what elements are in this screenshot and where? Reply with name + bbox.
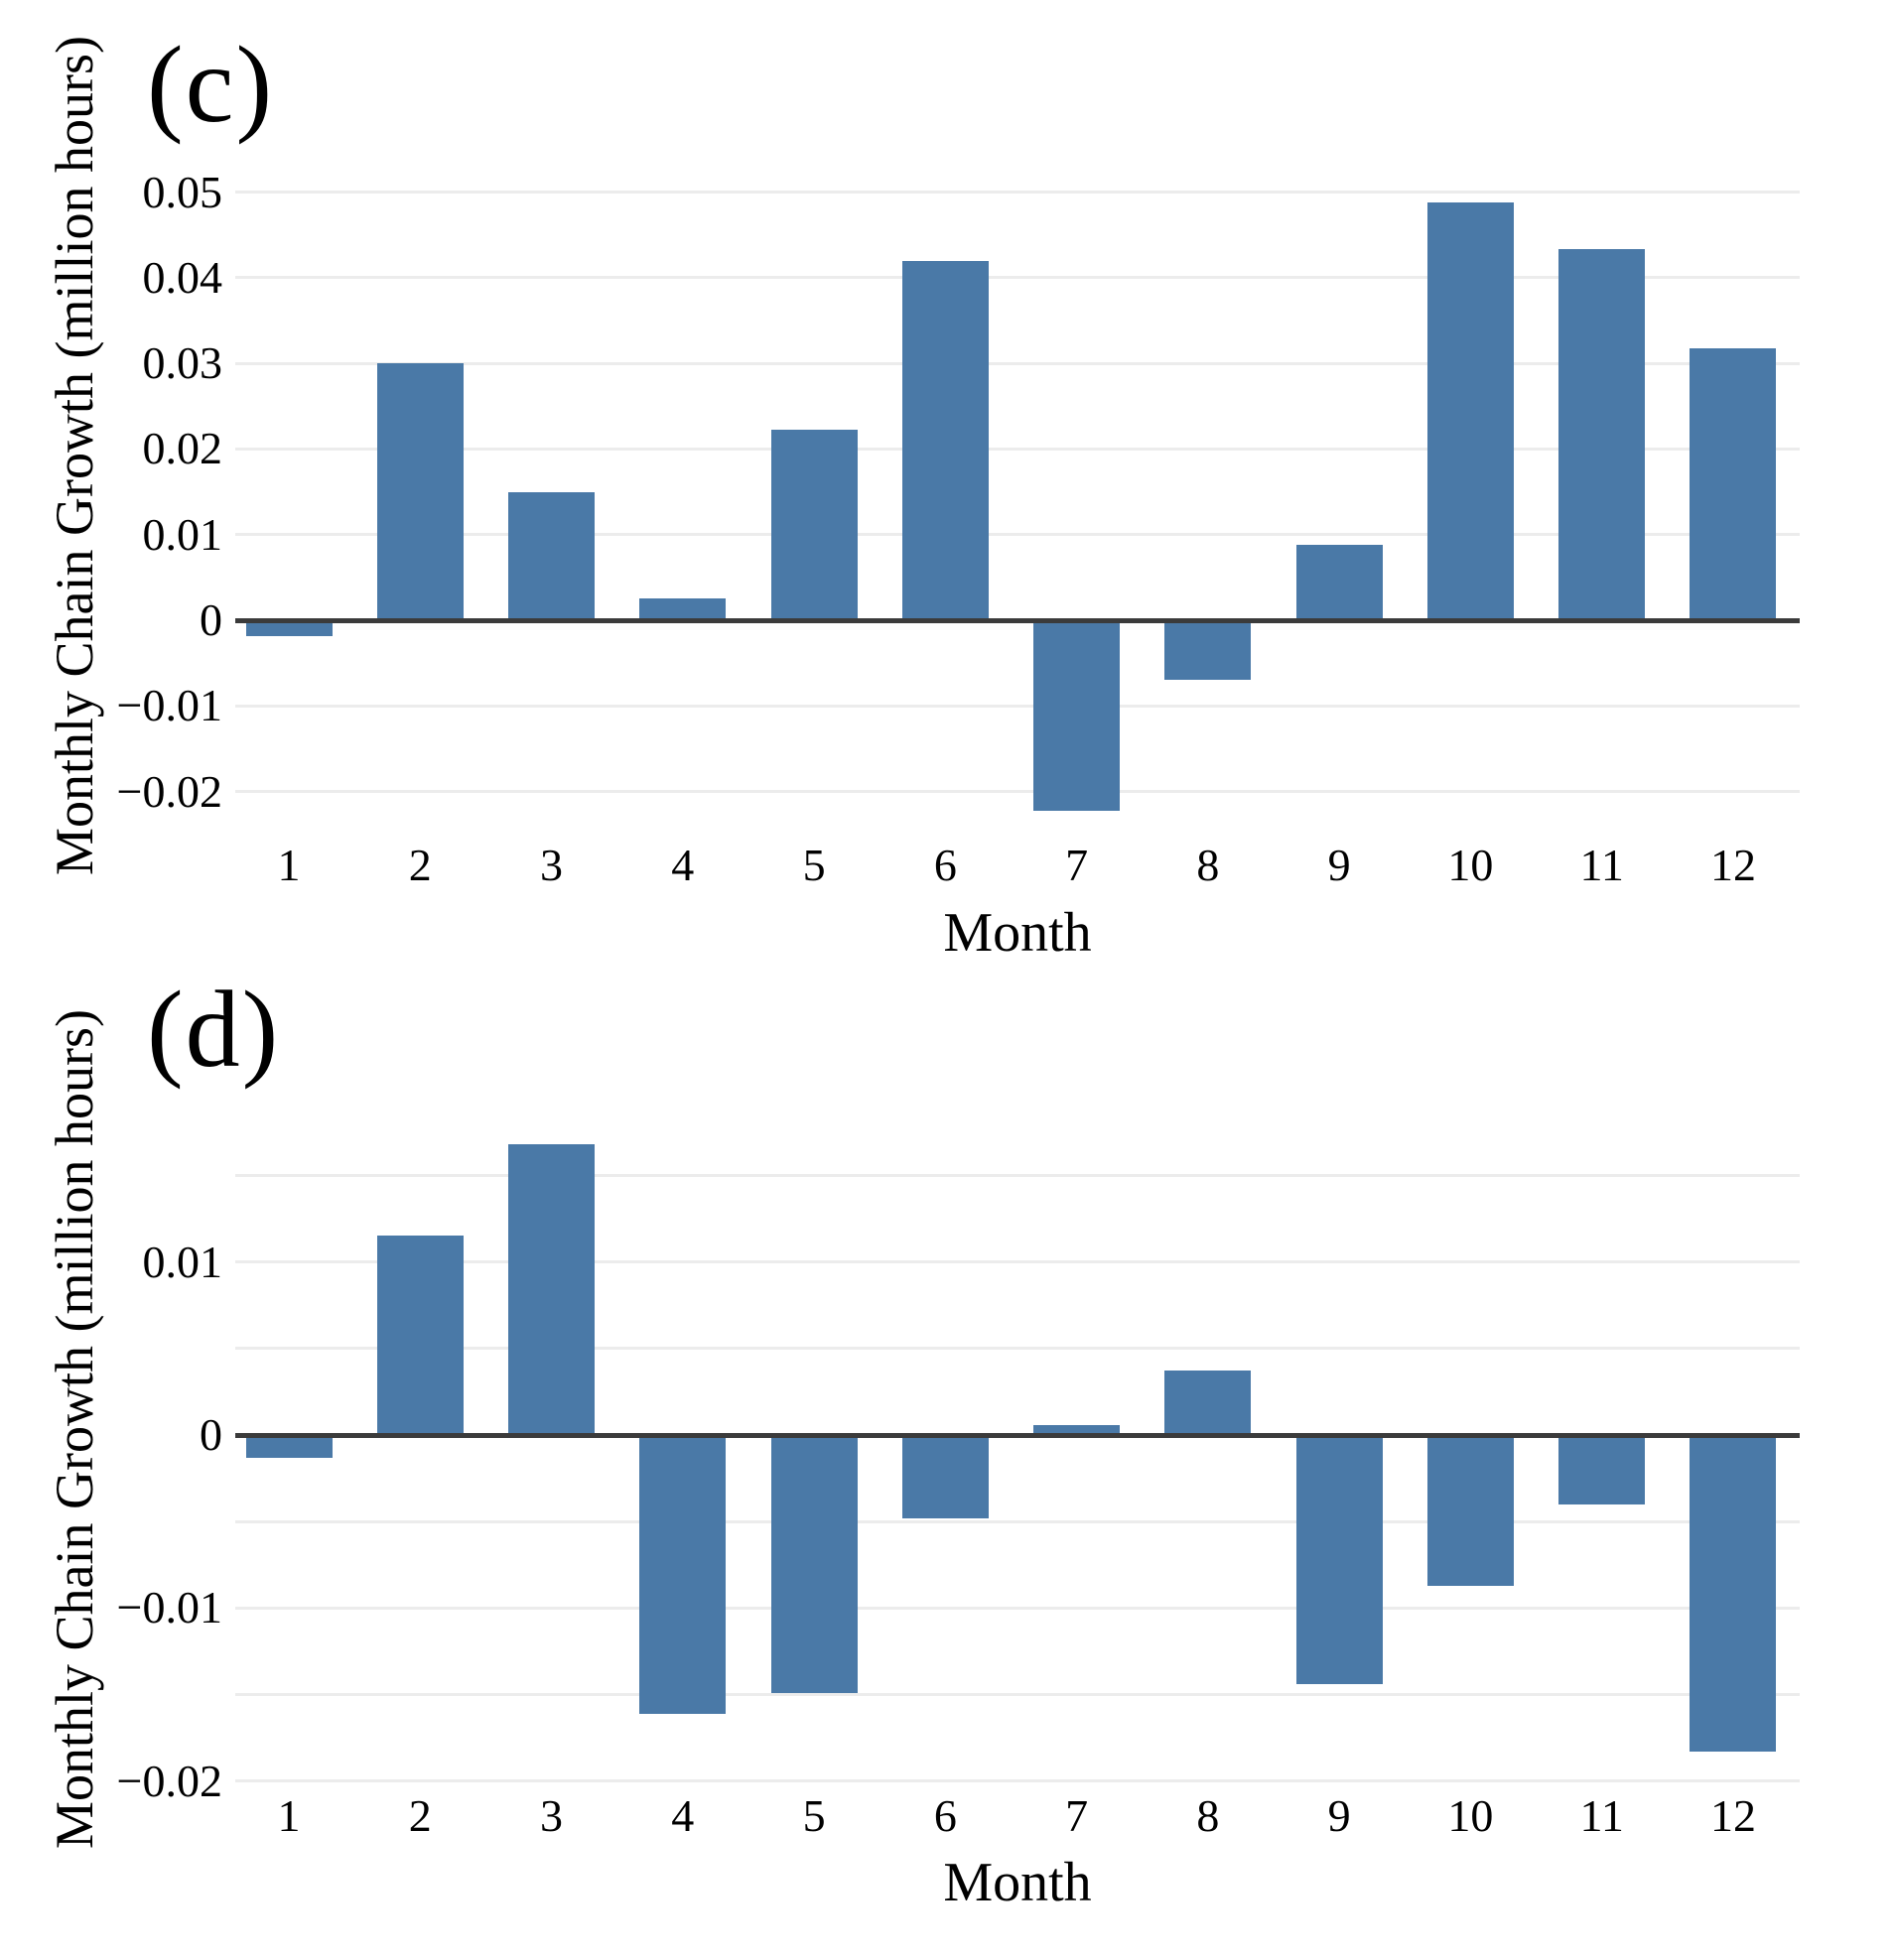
bar-month-6 <box>901 261 989 620</box>
bar-month-5 <box>770 430 858 620</box>
bar-month-12 <box>1690 347 1777 620</box>
bar-month-12 <box>1690 1435 1777 1753</box>
gridline <box>235 1260 1800 1264</box>
x-tick-label: 3 <box>540 1790 564 1841</box>
x-tick-label: 5 <box>802 1790 826 1841</box>
x-tick-label: 12 <box>1709 840 1756 890</box>
y-tick-label: −0.02 <box>116 1755 222 1806</box>
bar-month-7 <box>1033 1424 1121 1435</box>
bar-month-9 <box>1295 545 1383 620</box>
y-tick-label: 0.04 <box>142 251 223 303</box>
bar-month-10 <box>1426 1435 1514 1586</box>
gridline <box>235 1173 1800 1177</box>
gridline <box>235 361 1800 365</box>
y-tick-label: 0 <box>200 1409 222 1460</box>
gridline <box>235 1347 1800 1351</box>
y-tick-label: 0 <box>200 594 222 645</box>
bar-month-5 <box>770 1435 858 1693</box>
x-tick-label: 6 <box>933 840 957 890</box>
bar-month-1 <box>245 1435 333 1458</box>
bar-month-7 <box>1033 620 1121 811</box>
y-tick-label: −0.01 <box>116 680 222 731</box>
bar-month-3 <box>508 1144 596 1435</box>
bar-month-2 <box>376 363 464 620</box>
bar-month-11 <box>1558 1435 1646 1504</box>
bar-month-3 <box>508 491 596 620</box>
gridline <box>235 447 1800 451</box>
y-tick-label: −0.02 <box>116 765 222 817</box>
x-axis-title-d: Month <box>943 1852 1092 1913</box>
x-tick-label: 2 <box>408 1790 432 1841</box>
bar-month-11 <box>1558 249 1646 620</box>
bar-month-4 <box>639 1435 727 1714</box>
x-tick-label: 10 <box>1447 840 1494 890</box>
x-tick-label: 9 <box>1327 1790 1351 1841</box>
x-tick-label: 10 <box>1447 1790 1494 1841</box>
zero-axis-line <box>235 1432 1800 1438</box>
gridline <box>235 1606 1800 1610</box>
x-tick-label: 9 <box>1327 840 1351 890</box>
gridline <box>235 276 1800 280</box>
x-tick-label: 1 <box>277 840 301 890</box>
panel-letter-c: (c) <box>147 24 275 145</box>
x-tick-label: 11 <box>1579 1790 1624 1841</box>
y-tick-label: 0.02 <box>142 423 223 474</box>
y-tick-label: 0.03 <box>142 337 223 389</box>
gridline <box>235 704 1800 708</box>
x-tick-label: 6 <box>933 1790 957 1841</box>
x-tick-label: 8 <box>1196 1790 1220 1841</box>
gridline <box>235 1779 1800 1783</box>
x-tick-label: 5 <box>802 840 826 890</box>
x-tick-label: 1 <box>277 1790 301 1841</box>
bar-month-6 <box>901 1435 989 1518</box>
bar-month-10 <box>1426 201 1514 620</box>
y-tick-label: 0.05 <box>142 166 223 217</box>
bar-month-2 <box>376 1236 464 1435</box>
gridline <box>235 1519 1800 1523</box>
bar-month-8 <box>1164 1371 1252 1435</box>
y-tick-label: 0.01 <box>142 1236 223 1287</box>
zero-axis-line <box>235 617 1800 623</box>
gridline <box>235 1693 1800 1697</box>
x-tick-label: 2 <box>408 840 432 890</box>
x-axis-title-c: Month <box>943 902 1092 964</box>
x-tick-label: 7 <box>1065 1790 1089 1841</box>
gridline <box>235 533 1800 537</box>
x-tick-label: 3 <box>540 840 564 890</box>
bar-month-4 <box>639 597 727 620</box>
x-tick-label: 12 <box>1709 1790 1756 1841</box>
x-tick-label: 4 <box>671 1790 695 1841</box>
bar-month-8 <box>1164 620 1252 681</box>
gridline <box>235 191 1800 194</box>
x-tick-label: 4 <box>671 840 695 890</box>
bar-month-1 <box>245 620 333 636</box>
x-tick-label: 11 <box>1579 840 1624 890</box>
bar-month-9 <box>1295 1435 1383 1685</box>
y-tick-label: 0.01 <box>142 508 223 560</box>
gridline <box>235 790 1800 794</box>
panel-letter-d: (d) <box>147 969 281 1090</box>
x-tick-label: 8 <box>1196 840 1220 890</box>
y-tick-label: −0.01 <box>116 1582 222 1633</box>
x-tick-label: 7 <box>1065 840 1089 890</box>
